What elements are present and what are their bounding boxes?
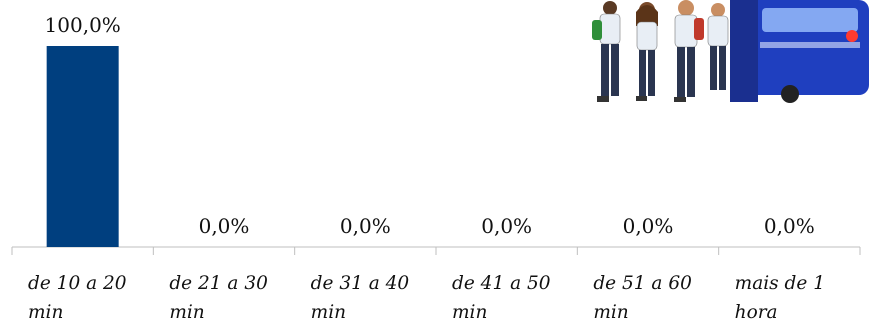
- category-label-line: hora: [735, 302, 778, 323]
- category-label: de 41 a 50 min: [452, 273, 551, 323]
- category-label-line: de 41 a 50: [452, 273, 551, 294]
- plot-area: 100,0% de 10 a 20 min 0,0% de 21 a 30 min 0,0%…: [11, 13, 861, 323]
- category-label-line: de 51 a 60: [593, 273, 692, 294]
- data-label: 0,0%: [481, 214, 532, 238]
- category-label: mais de 1 hora: [735, 273, 825, 323]
- student-figure: [707, 3, 729, 90]
- category-label-line: min: [28, 302, 63, 323]
- data-label: 100,0%: [45, 13, 121, 37]
- category-label: de 10 a 20 min: [28, 273, 127, 323]
- category-label: de 51 a 60 min: [593, 273, 692, 323]
- category-label: de 31 a 40 min: [311, 273, 410, 323]
- category-label: de 21 a 30 min: [169, 273, 268, 323]
- student-figure: [592, 1, 621, 102]
- data-label: 0,0%: [340, 214, 391, 238]
- category-label-line: min: [169, 302, 204, 323]
- category-label-line: mais de 1: [735, 273, 825, 294]
- category-label-line: de 10 a 20: [28, 273, 127, 294]
- student-figure: [636, 2, 658, 101]
- student-figure: [674, 0, 704, 102]
- bar: [46, 46, 119, 247]
- category-label-line: de 21 a 30: [169, 273, 268, 294]
- data-label: 0,0%: [764, 214, 815, 238]
- category-label-line: min: [311, 302, 346, 323]
- category-label-line: min: [452, 302, 487, 323]
- bus-with-students-illustration: [592, 0, 869, 103]
- category-label-line: de 31 a 40: [311, 273, 410, 294]
- data-label: 0,0%: [623, 214, 674, 238]
- category-label-line: min: [593, 302, 628, 323]
- data-label: 0,0%: [199, 214, 250, 238]
